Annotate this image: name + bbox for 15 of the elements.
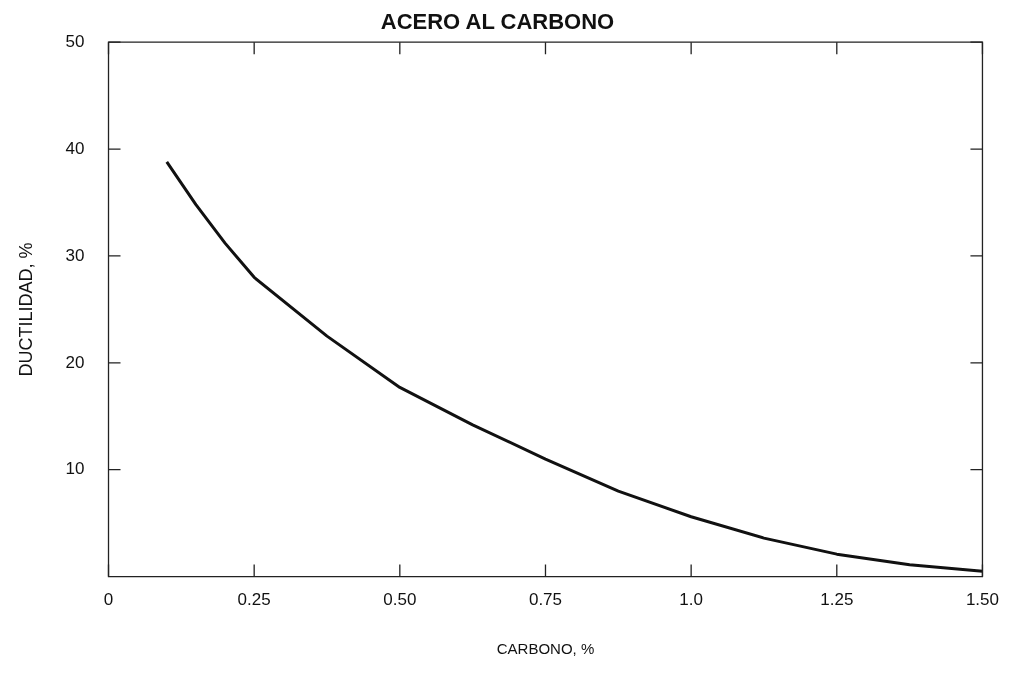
y-tick-label: 40	[65, 138, 85, 158]
x-tick-label: 0.25	[237, 590, 271, 610]
chart-title: ACERO AL CARBONO	[380, 9, 615, 35]
x-tick-label: 1.0	[679, 590, 703, 610]
y-tick-label: 50	[65, 31, 85, 51]
y-tick-label: 30	[65, 245, 85, 265]
y-axis-title: DUCTILIDAD, %	[15, 242, 36, 377]
x-tick-label: 0	[103, 590, 114, 610]
x-tick-label: 0.75	[528, 590, 563, 610]
x-tick-label: 1.50	[965, 590, 999, 610]
y-tick-label: 20	[65, 352, 85, 372]
x-tick-label: 0.50	[383, 590, 417, 610]
x-tick-label: 1.25	[820, 590, 854, 610]
y-tick-label: 10	[65, 459, 85, 479]
x-axis-title: CARBONO, %	[496, 640, 595, 658]
